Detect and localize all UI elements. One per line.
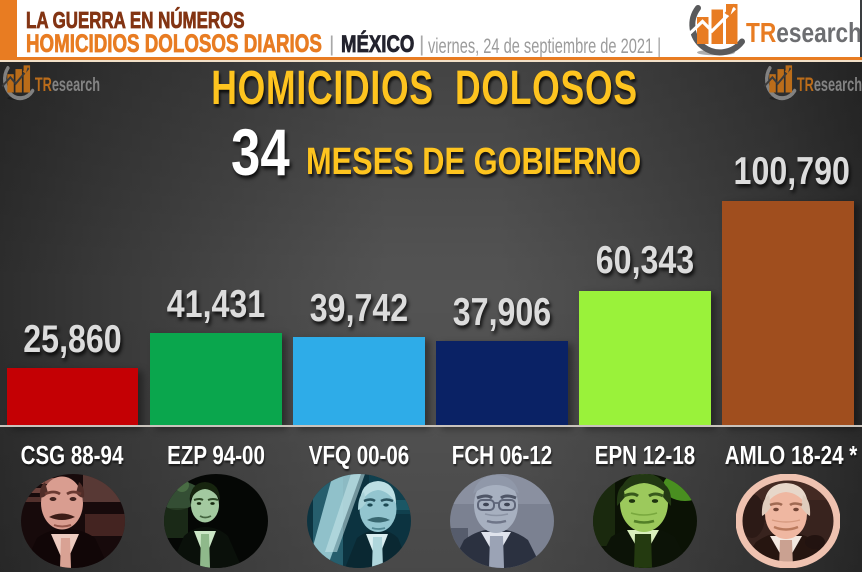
- svg-text:TResearch: TResearch: [35, 74, 100, 96]
- svg-text:TResearch: TResearch: [746, 17, 862, 48]
- svg-text:TResearch: TResearch: [797, 74, 862, 96]
